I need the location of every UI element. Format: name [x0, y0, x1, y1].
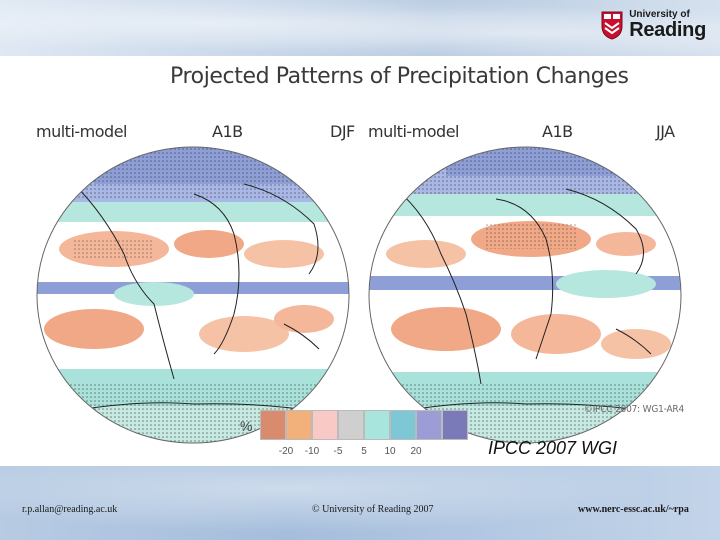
- right-panel-model: multi-model: [368, 122, 459, 141]
- right-panel-scenario: A1B: [542, 122, 573, 141]
- figure-title: Projected Patterns of Precipitation Chan…: [170, 64, 629, 89]
- legend-tick-label: 10: [384, 446, 396, 457]
- legend-ticks: -20 -10 -5 5 10 20: [260, 446, 468, 460]
- footer-url[interactable]: www.nerc-essc.ac.uk/~rpa: [578, 504, 689, 515]
- footer-band: r.p.allan@reading.ac.uk © University of …: [0, 466, 720, 540]
- legend-swatch: [286, 410, 312, 440]
- legend-tick-label: -20: [278, 446, 294, 457]
- legend-tick-label: -5: [333, 446, 343, 457]
- left-panel-scenario: A1B: [212, 122, 243, 141]
- crest-icon: [601, 11, 623, 40]
- map-jja: [368, 146, 682, 444]
- header-band: [0, 0, 720, 56]
- precipitation-legend: % -20 -10 -5 5 10 20: [240, 408, 480, 460]
- legend-tick-label: -10: [304, 446, 320, 457]
- legend-tick-label: 20: [410, 446, 422, 457]
- legend-swatches: [260, 410, 468, 440]
- legend-swatch: [260, 410, 286, 440]
- university-logo[interactable]: University of Reading: [600, 10, 706, 40]
- legend-swatch: [364, 410, 390, 440]
- legend-unit: %: [240, 418, 253, 434]
- footer-copyright: © University of Reading 2007: [312, 504, 434, 515]
- legend-swatch: [416, 410, 442, 440]
- footer-email[interactable]: r.p.allan@reading.ac.uk: [22, 504, 118, 515]
- logo-main-text: Reading: [629, 19, 706, 41]
- left-panel-season: DJF: [330, 122, 355, 141]
- left-panel-model: multi-model: [36, 122, 127, 141]
- legend-swatch: [442, 410, 468, 440]
- logo-top-text: University of: [629, 9, 690, 20]
- legend-swatch: [390, 410, 416, 440]
- map-djf: [36, 146, 350, 444]
- right-panel-season: JJA: [656, 122, 675, 141]
- legend-swatch: [338, 410, 364, 440]
- university-name: University of Reading: [629, 9, 706, 41]
- source-note: IPCC 2007 WGI: [488, 438, 618, 458]
- legend-swatch: [312, 410, 338, 440]
- precipitation-figure: Projected Patterns of Precipitation Chan…: [30, 56, 692, 464]
- legend-tick-label: 5: [361, 446, 367, 457]
- ipcc-copyright: ©IPCC 2007: WG1-AR4: [583, 404, 684, 415]
